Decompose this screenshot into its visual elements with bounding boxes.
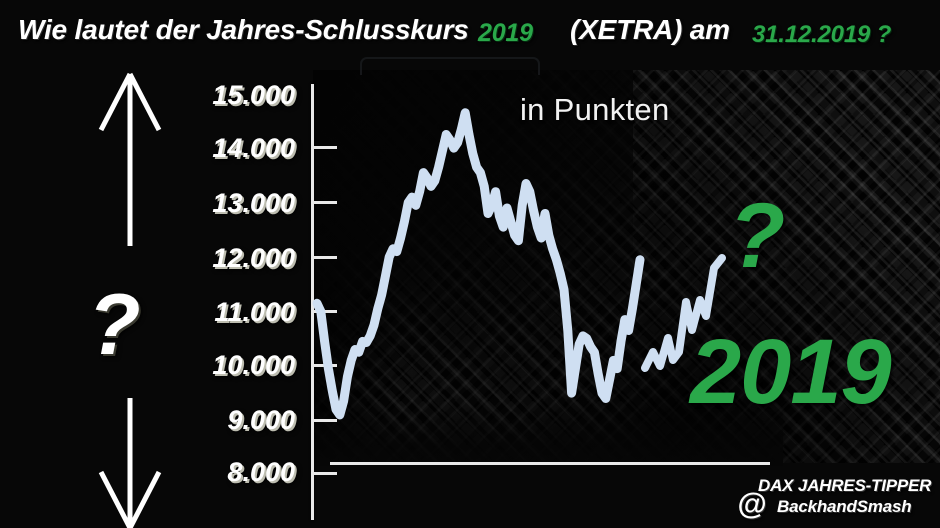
y-axis-line (311, 84, 314, 520)
y-tick-label-9000: 9.000 (227, 405, 295, 435)
uncertainty-question-mark: ? (88, 277, 141, 373)
y-tick-label-14000: 14.000 (212, 133, 295, 163)
y-axis-tick-13000 (313, 201, 337, 204)
y-tick-label-11000: 11.000 (214, 297, 295, 327)
attribution-line-2: BackhandSmash (777, 497, 912, 516)
y-axis-tick-12000 (313, 256, 337, 259)
x-axis-line (330, 462, 770, 465)
arrow-up-icon (98, 72, 162, 246)
headline-date: 31.12.2019 ? (752, 21, 892, 48)
headline-bar: Wie lautet der Jahres-Schlusskurs 2019 (… (0, 0, 940, 58)
y-axis-tick-14000 (313, 146, 337, 149)
y-tick-label-10000: 10.000 (212, 350, 295, 380)
y-axis-tick-11000 (313, 310, 337, 313)
y-axis-tick-10000 (313, 364, 337, 367)
top-bracket-decoration (360, 57, 540, 75)
y-axis-labels: 15.000 14.000 13.000 12.000 11.000 10.00… (170, 0, 295, 528)
y-tick-label-12000: 12.000 (212, 243, 295, 273)
headline-year: 2019 (478, 19, 533, 47)
headline-part-1: Wie lautet der Jahres-Schlusskurs (18, 14, 469, 45)
attribution-line-1: DAX JAHRES-TIPPER (758, 476, 932, 495)
headline-part-2: (XETRA) am (570, 14, 730, 45)
arrow-down-icon (98, 398, 162, 528)
y-axis-tick-9000 (313, 419, 337, 422)
attribution-block: @ DAX JAHRES-TIPPER BackhandSmash (725, 476, 940, 526)
y-tick-label-15000: 15.000 (212, 80, 295, 110)
forecast-year-label: 2019 (690, 321, 892, 423)
chart-units-label: in Punkten (520, 92, 670, 127)
at-symbol-icon: @ (737, 488, 767, 521)
y-tick-label-8000: 8.000 (227, 457, 295, 487)
forecast-question-mark: ? (729, 185, 786, 287)
y-axis-tick-8000 (313, 472, 337, 475)
y-tick-label-13000: 13.000 (212, 188, 295, 218)
